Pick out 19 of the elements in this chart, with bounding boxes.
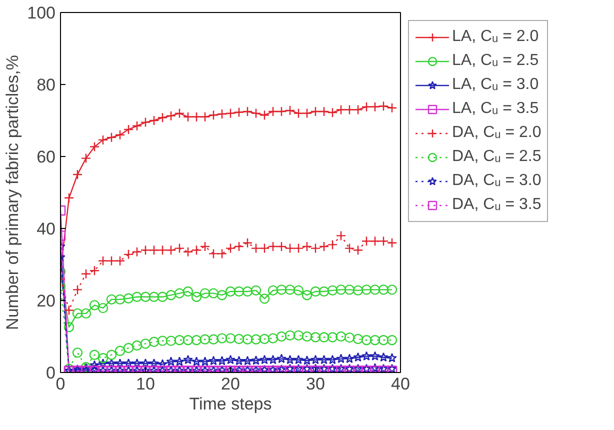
x-tick-label: 40 (391, 374, 410, 394)
x-tick-label: 20 (221, 374, 240, 394)
y-tick-label: 60 (36, 148, 56, 166)
x-tick-label: 10 (136, 374, 155, 394)
legend-label: DA, Cᵤ = 3.0 (452, 172, 542, 190)
y-tick-label: 20 (36, 292, 56, 310)
legend-label: DA, Cᵤ = 2.5 (452, 148, 542, 166)
x-axis-title: Time steps (189, 394, 272, 414)
y-tick-label: 40 (36, 220, 56, 238)
y-axis-title: Number of primary fabric particles,% (3, 55, 22, 330)
x-tick-label: 30 (306, 374, 325, 394)
y-tick-label: 80 (36, 76, 56, 94)
legend-label: DA, Cᵤ = 3.5 (452, 196, 542, 214)
y-tick-label: 100 (27, 4, 56, 22)
legend-label: DA, Cᵤ = 2.0 (452, 124, 542, 142)
legend-label: LA, Cᵤ = 3.5 (452, 100, 539, 118)
legend-label: LA, Cᵤ = 3.0 (452, 76, 539, 94)
legend-label: LA, Cᵤ = 2.0 (452, 28, 539, 46)
legend-label: LA, Cᵤ = 2.5 (452, 52, 539, 70)
